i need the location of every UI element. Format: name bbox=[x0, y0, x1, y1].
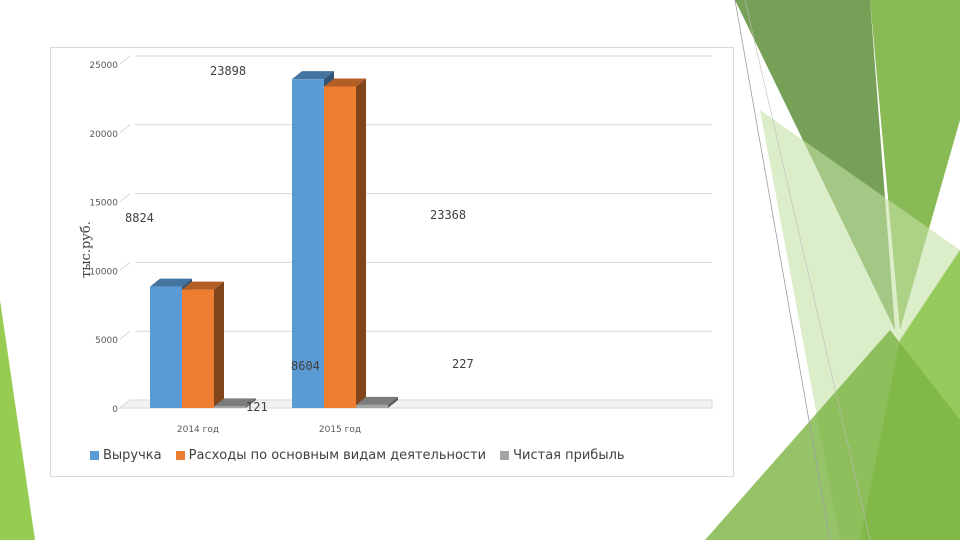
y-axis-label: тыс.руб. bbox=[79, 221, 94, 278]
bar-top bbox=[214, 398, 256, 407]
bar-top bbox=[324, 78, 366, 87]
data-label: 8824 bbox=[125, 211, 154, 225]
y-tick-label: 25000 bbox=[89, 61, 118, 71]
data-label: 23898 bbox=[210, 64, 246, 78]
bar-side bbox=[356, 78, 366, 408]
bar-top bbox=[182, 281, 224, 290]
bar bbox=[324, 78, 366, 408]
bar bbox=[356, 396, 398, 408]
bar-front bbox=[214, 406, 246, 408]
legend-item: Выручка bbox=[90, 448, 162, 463]
left-green-triangle bbox=[0, 300, 35, 540]
legend-label: Расходы по основным видам деятельности bbox=[188, 448, 487, 463]
decoration-line bbox=[734, 0, 831, 540]
right-bottom-green-shape bbox=[705, 330, 960, 540]
chart-floor bbox=[118, 399, 713, 409]
legend-label: Выручка bbox=[103, 448, 162, 463]
y-tick-label: 5000 bbox=[95, 336, 118, 346]
bar-side bbox=[214, 281, 224, 408]
data-label: 23368 bbox=[430, 208, 466, 222]
legend-swatch bbox=[90, 451, 99, 460]
bar-front bbox=[324, 86, 356, 408]
data-label: 121 bbox=[246, 400, 268, 414]
legend-swatch bbox=[500, 451, 510, 460]
data-label: 227 bbox=[452, 357, 474, 371]
y-tick-label: 0 bbox=[112, 405, 118, 415]
bar-front bbox=[292, 79, 324, 409]
bar-top bbox=[356, 396, 398, 405]
x-category-label: 2015 год bbox=[319, 425, 361, 435]
gridline-depth bbox=[119, 262, 131, 271]
y-tick-label: 15000 bbox=[89, 199, 118, 209]
bar-top bbox=[150, 278, 192, 287]
gridline-depth bbox=[119, 124, 131, 134]
chart-legend: Выручка Расходы по основным видам деятель… bbox=[90, 448, 650, 463]
bar-side bbox=[246, 398, 256, 408]
bar bbox=[214, 398, 256, 408]
legend-item: Расходы по основным видам деятельности bbox=[175, 448, 487, 463]
legend-item: Чистая прибыль bbox=[500, 448, 625, 463]
x-category-label: 2014 год bbox=[177, 425, 219, 435]
bar-front bbox=[356, 404, 388, 408]
gridline-depth bbox=[119, 193, 131, 202]
bar-top bbox=[292, 71, 334, 80]
decoration-line bbox=[744, 0, 871, 540]
bar-front bbox=[150, 286, 182, 408]
legend-swatch bbox=[175, 451, 185, 460]
gridline-depth bbox=[119, 55, 131, 65]
data-label: 8604 bbox=[291, 359, 320, 373]
legend-label: Чистая прибыль bbox=[513, 448, 625, 463]
bar bbox=[182, 281, 224, 408]
gridline-depth bbox=[119, 330, 131, 340]
bar-side bbox=[388, 396, 398, 408]
y-tick-label: 20000 bbox=[89, 130, 118, 140]
bar-front bbox=[182, 289, 214, 408]
y-tick-label: 10000 bbox=[89, 267, 118, 277]
